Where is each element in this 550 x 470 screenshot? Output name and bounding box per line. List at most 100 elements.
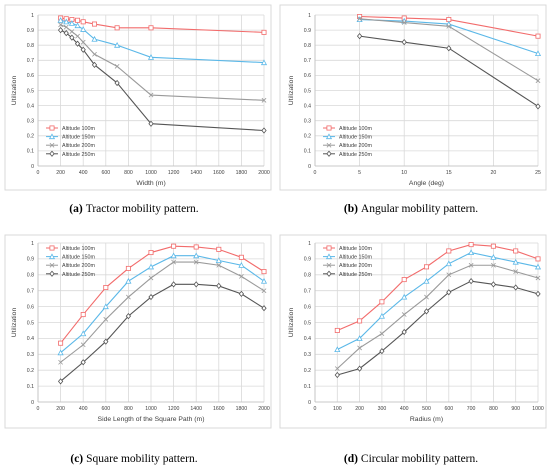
panel-c-series-1-point — [216, 246, 222, 252]
panel-a-series-3-point — [80, 39, 86, 45]
panel-d-series-3-point — [491, 262, 496, 268]
caption-b-text: Angular mobility pattern. — [361, 203, 478, 215]
panel-b-legend-entry: Altitude 150m — [339, 135, 372, 141]
panel-d-series-4-point — [334, 371, 340, 379]
panel-d-series-1-point — [535, 256, 541, 262]
panel-a-series-3-point — [75, 33, 80, 39]
panel-d-series-2-point — [468, 249, 475, 256]
panel-a-legend-marker — [49, 142, 55, 148]
panel-c-series-4-point — [170, 281, 177, 288]
panel-d-series-4-point — [446, 289, 452, 296]
panel-c-series-4-point — [261, 305, 267, 312]
panel-a-series-3-point — [63, 24, 69, 30]
panel-d-series-2-point — [445, 260, 452, 267]
panel-a-series-1-point — [148, 25, 154, 31]
caption-b: (b) Angular mobility pattern. — [344, 203, 478, 215]
panel-c-legend-entry: Altitude 150m — [62, 255, 95, 261]
panel-c-series-3-point — [193, 259, 199, 265]
panel-d-ytick-label: 0.7 — [304, 289, 311, 295]
caption-d: (d) Circular mobility pattern. — [344, 453, 478, 465]
panel-c-series-4-point — [148, 293, 154, 301]
panel-b-legend-marker — [325, 133, 333, 140]
panel-c-series-4-point — [193, 281, 199, 288]
panel-d-legend-marker — [326, 270, 332, 277]
panel-c-ytick-label: 0.7 — [27, 289, 34, 295]
panel-d-series-3-point — [357, 345, 362, 351]
panel-a-series-1-point — [80, 19, 86, 25]
panel-a-series-4-point — [91, 61, 98, 68]
panel-a-y-axis-title: Utilization — [11, 76, 18, 106]
panel-c-legend-marker — [49, 262, 55, 268]
panel-d-series-4-point — [356, 365, 363, 372]
panel-c-series-2-point — [57, 349, 64, 356]
panel-c-series-1-point — [58, 340, 64, 346]
panel-d-ytick-label: 1 — [308, 241, 311, 247]
panel-b-series-1-line — [359, 15, 539, 37]
panel-c-xtick-label: 2000 — [258, 406, 270, 412]
panel-c-legend-entry: Altitude 200m — [62, 263, 95, 269]
panel-b-legend-marker — [326, 142, 332, 148]
panel-d-xtick-label: 400 — [400, 406, 409, 412]
panel-a-xtick-label: 0 — [37, 170, 40, 176]
panel-a-series-4-point — [57, 26, 64, 34]
panel-c-x-axis-title: Side Length of the Square Path (m) — [98, 416, 205, 423]
panel-a-series-1-point — [114, 25, 120, 31]
panel-c-series-4-point — [238, 290, 245, 298]
panel-d-series-4-point — [423, 308, 430, 315]
panel-a-xtick-label: 1000 — [145, 170, 157, 176]
panel-c-series-2-point — [102, 303, 109, 310]
panel-c-series-3-point — [80, 342, 86, 348]
panel-d-ytick-label: 0.2 — [304, 368, 311, 374]
panel-a-ytick-label: 0.4 — [27, 103, 34, 109]
panel-d-series-4 — [334, 278, 541, 379]
panel-c-ytick-label: 0.9 — [27, 257, 34, 263]
panel-a-series-2-point — [260, 59, 268, 66]
panel-d-series-4-point — [468, 278, 474, 285]
panel-d-series-4-point — [490, 281, 497, 288]
panel-a-series-1-point — [92, 21, 98, 27]
panel-c-frame — [4, 234, 272, 429]
panel-b: 00.10.20.30.40.50.60.70.80.910 5 10 15 20 25A… — [279, 4, 547, 191]
panel-b-legend-entry: Altitude 250m — [339, 152, 372, 158]
panel-d-legend-entry: Altitude 200m — [339, 263, 372, 269]
panel-c-series-2-point — [170, 252, 177, 259]
panel-c-series-1-point — [125, 265, 131, 271]
caption-d-label: (d) — [344, 453, 358, 465]
panel-d-x-axis-title: Radius (m) — [410, 416, 443, 423]
panel-c-series-4 — [57, 281, 267, 385]
panel-a-series-3-point — [69, 29, 75, 34]
panel-c-series-1 — [58, 243, 267, 346]
panel-a: 0 0.1 0.2 0.3 0.4 0.5 0.6 0.7 0.8 0.9 1 0 200 400 600 8… — [4, 4, 272, 191]
panel-a-ytick-label: 0.3 — [27, 119, 34, 125]
panel-a-series-4-point — [74, 40, 81, 47]
panel-d-series-3-point — [535, 275, 541, 281]
panel-b-xtick-label: 0 — [314, 170, 317, 176]
caption-c: (c) Square mobility pattern. — [70, 453, 197, 465]
panel-d-series-1-point — [379, 299, 385, 305]
panel-c-series-3 — [58, 259, 267, 365]
panel-b-ytick-label: 0.1 — [304, 149, 311, 155]
panel-d-ytick-label: 0.6 — [304, 304, 311, 310]
panel-a-series-2-point — [57, 17, 64, 23]
panel-c-xtick-label: 1400 — [190, 406, 202, 412]
panel-d-series-2-line — [337, 251, 539, 351]
panel-b-legend-marker — [326, 125, 332, 131]
panel-c-series-4-point — [216, 282, 222, 290]
panel-b-series-3 — [357, 16, 541, 84]
caption-a-label: (a) — [69, 203, 83, 215]
panel-c-xtick-label: 800 — [124, 406, 133, 412]
panel-c-series-4-point — [103, 338, 109, 345]
panel-d-series-4-point — [379, 347, 385, 355]
panel-a-xtick-label: 400 — [79, 170, 88, 176]
panel-d-series-1-point — [446, 248, 452, 254]
panel-c-ytick-label: 0.3 — [27, 352, 34, 358]
panel-a-series-3-point — [148, 92, 154, 98]
panel-b-series-1-point — [535, 33, 541, 39]
panel-b-series-4-point — [401, 39, 407, 46]
panel-a-ytick-label: 1 — [31, 13, 34, 19]
panel-d-legend-entry: Altitude 100m — [339, 246, 372, 252]
panel-a-series-4 — [57, 26, 267, 134]
panel-a-legend-marker — [49, 150, 55, 157]
panel-c-legend-entry: Altitude 100m — [62, 246, 95, 252]
panel-c-ytick-label: 0.1 — [27, 384, 34, 390]
